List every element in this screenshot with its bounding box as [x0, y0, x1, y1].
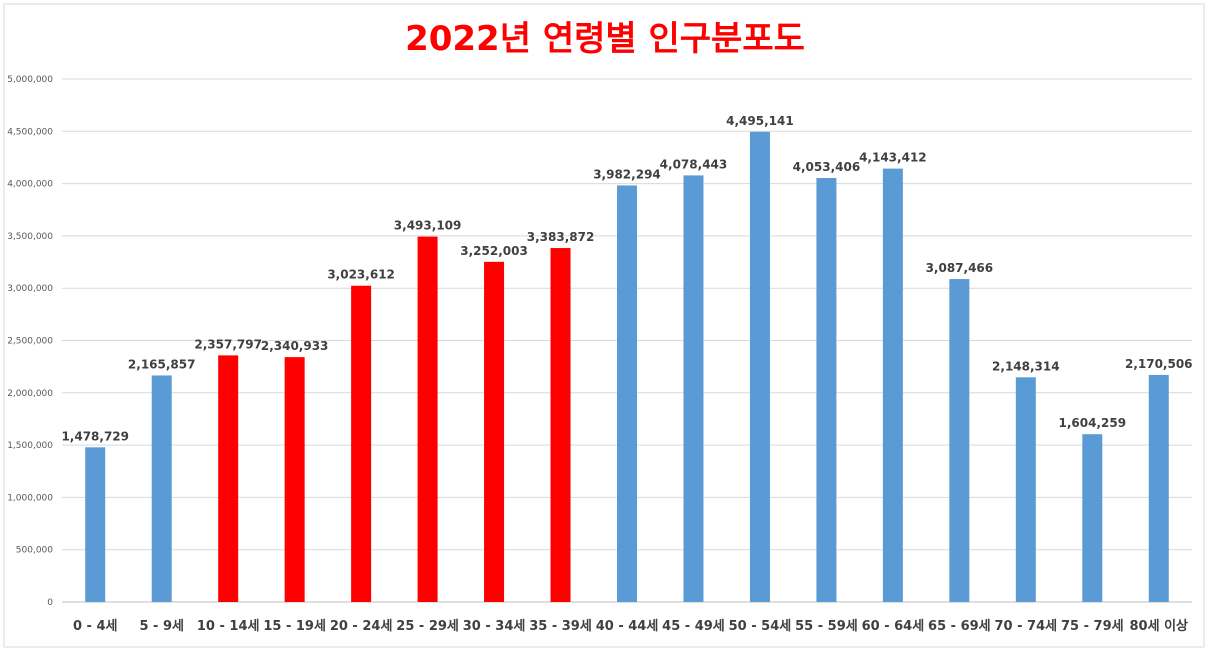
x-tick-label: 75 - 79세 [1061, 619, 1124, 634]
bars [85, 131, 1169, 603]
y-tick-label: 5,000,000 [7, 75, 53, 85]
chart-title: 2022년 연령별 인구분포도 [405, 19, 805, 59]
x-tick-label: 20 - 24세 [330, 619, 393, 634]
y-tick-label: 2,500,000 [7, 337, 53, 347]
x-tick-label: 5 - 9세 [139, 619, 184, 634]
data-label: 3,252,003 [460, 244, 528, 258]
data-label: 4,495,141 [726, 114, 794, 128]
bar [816, 178, 837, 602]
x-tick-label: 25 - 29세 [396, 619, 459, 634]
y-tick-label: 1,500,000 [7, 441, 53, 451]
bar [882, 168, 903, 602]
data-label: 1,604,259 [1059, 416, 1127, 430]
bar [218, 355, 239, 602]
gridlines [62, 78, 1192, 603]
x-tick-label: 50 - 54세 [729, 619, 792, 634]
x-tick-label: 40 - 44세 [596, 619, 659, 634]
x-tick-label: 80세 이상 [1130, 618, 1189, 634]
data-label: 4,053,406 [793, 160, 861, 174]
data-label: 2,170,506 [1125, 357, 1193, 371]
data-label: 3,982,294 [593, 167, 661, 181]
data-label: 3,493,109 [394, 219, 462, 233]
y-tick-label: 2,000,000 [7, 389, 53, 399]
bar [284, 357, 305, 602]
bar [151, 375, 172, 602]
data-label: 3,023,612 [327, 268, 395, 282]
x-tick-label: 65 - 69세 [928, 619, 991, 634]
x-tick-label: 0 - 4세 [73, 619, 118, 634]
y-tick-label: 0 [47, 598, 53, 608]
data-label: 3,383,872 [527, 230, 595, 244]
x-tick-label: 30 - 34세 [463, 619, 526, 634]
y-tick-label: 4,000,000 [7, 180, 53, 190]
y-tick-label: 4,500,000 [7, 127, 53, 137]
data-label: 3,087,466 [926, 261, 994, 275]
x-tick-label: 10 - 14세 [197, 619, 260, 634]
data-label: 2,165,857 [128, 357, 196, 371]
bar [1015, 377, 1036, 602]
data-label: 2,148,314 [992, 359, 1060, 373]
x-tick-label: 45 - 49세 [662, 619, 725, 634]
x-tick-label: 70 - 74세 [995, 619, 1058, 634]
x-axis-ticks: 0 - 4세 5 - 9세 10 - 14세 15 - 19세 20 - 24세 25 -… [73, 618, 1188, 634]
y-tick-label: 500,000 [16, 546, 53, 556]
x-tick-label: 35 - 39세 [529, 619, 592, 634]
y-tick-label: 1,000,000 [7, 493, 53, 503]
bar [1082, 434, 1103, 602]
bar [617, 185, 637, 603]
data-label: 1,478,729 [61, 429, 129, 443]
data-label: 2,340,933 [261, 339, 329, 353]
data-label: 4,078,443 [660, 157, 728, 171]
x-tick-label: 55 - 59세 [795, 619, 858, 634]
x-tick-label: 60 - 64세 [862, 619, 925, 634]
bar [85, 447, 106, 602]
bar [550, 248, 571, 602]
data-label: 4,143,412 [859, 151, 927, 165]
bar [1148, 374, 1169, 602]
bar [351, 285, 372, 602]
data-label: 2,357,797 [194, 337, 262, 351]
chart-border [3, 3, 1205, 648]
y-tick-label: 3,500,000 [7, 232, 53, 242]
bar [484, 261, 505, 602]
x-tick-label: 15 - 19세 [263, 619, 326, 634]
y-axis-ticks: 0 500,000 1,000,000 1,500,000 2,000,000 2,500… [7, 75, 53, 608]
bar [683, 175, 704, 602]
y-tick-label: 3,000,000 [7, 284, 53, 294]
bar [749, 131, 770, 602]
bar [949, 279, 970, 602]
bar [417, 236, 438, 603]
